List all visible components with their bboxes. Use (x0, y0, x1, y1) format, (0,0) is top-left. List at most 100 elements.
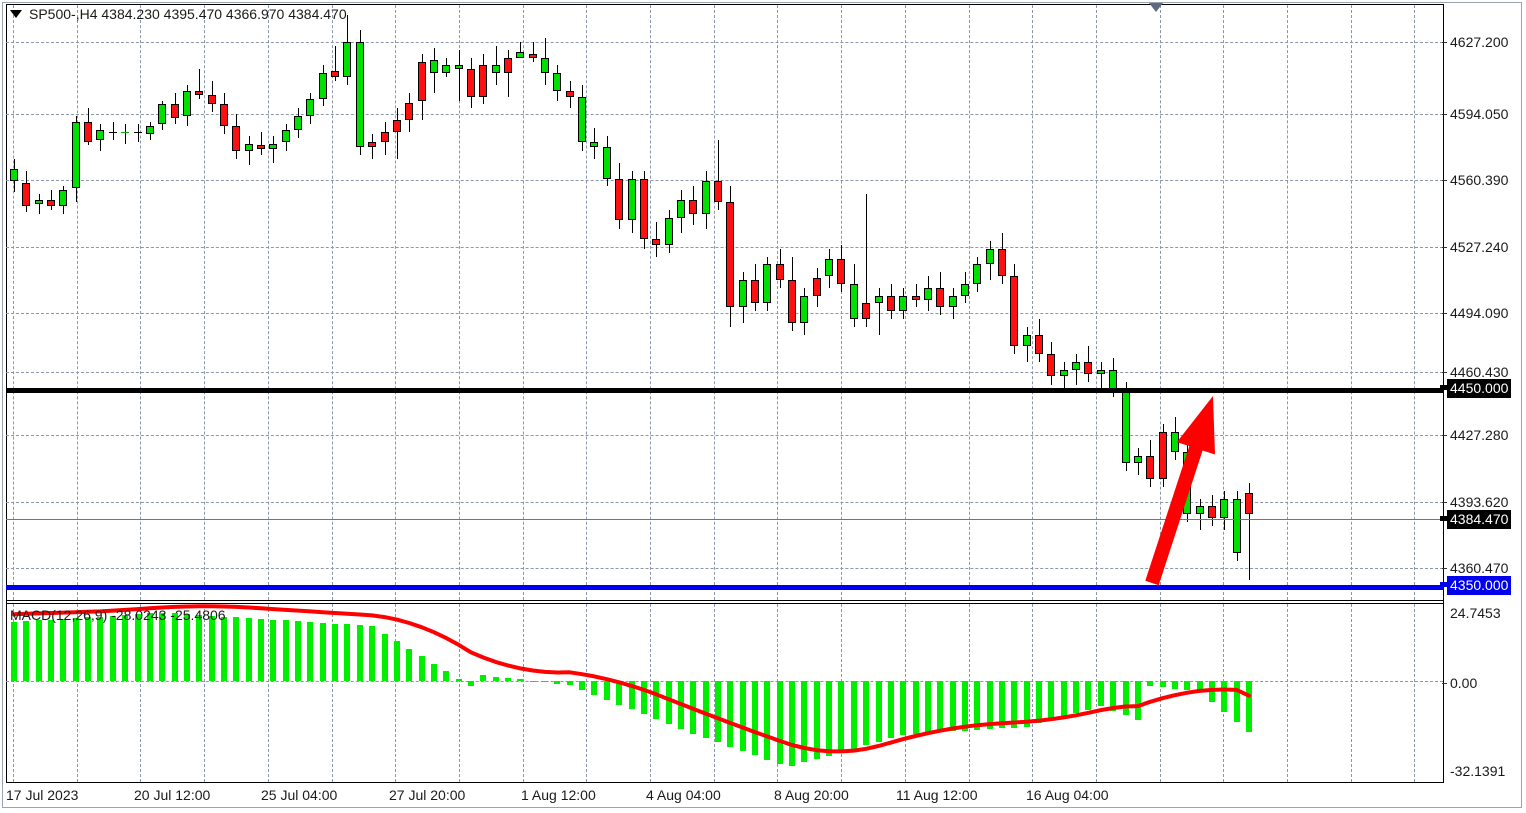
candle-body (84, 122, 92, 142)
time-gridline (1160, 604, 1161, 782)
level-line-resistance[interactable] (6, 388, 1443, 393)
candle-body (430, 59, 438, 74)
candle-body (1183, 451, 1191, 515)
price-gridline (6, 114, 1443, 115)
candle-body (294, 116, 302, 130)
candle-body (331, 71, 339, 78)
macd-histogram-bar (48, 619, 54, 682)
macd-histogram-bar (184, 614, 190, 682)
macd-histogram-bar (357, 625, 363, 682)
candle-body (689, 200, 697, 214)
macd-histogram-bar (653, 681, 659, 720)
time-gridline (140, 604, 141, 782)
candle-body (776, 264, 784, 281)
price-scale-label: 4384.470 (1447, 510, 1512, 529)
candle-body (257, 145, 265, 150)
macd-histogram-bar (826, 681, 832, 756)
candle-body (1146, 455, 1154, 480)
candle-wick (39, 194, 40, 214)
candle-body (442, 65, 450, 74)
macd-histogram-bar (36, 620, 42, 682)
candle-body (677, 200, 685, 218)
time-gridline (204, 5, 205, 600)
macd-scale[interactable]: 24.7453 0.00 -32.1391 (1442, 604, 1524, 782)
macd-histogram-bar (777, 681, 783, 765)
macd-histogram-bar (1246, 681, 1252, 733)
candle-wick (533, 42, 534, 62)
macd-histogram-bar (23, 621, 29, 682)
candle-body (306, 98, 314, 117)
macd-histogram-bar (1024, 681, 1030, 727)
macd-histogram-bar (97, 616, 103, 682)
price-tag-nub (1440, 385, 1447, 390)
price-gridline (6, 247, 1443, 248)
level-line-last-price[interactable] (6, 519, 1443, 520)
level-line-support[interactable] (6, 585, 1443, 590)
candle-body (72, 122, 80, 189)
macd-histogram-bar (764, 681, 770, 760)
price-scale-tick (1442, 568, 1447, 569)
candle-body (319, 73, 327, 99)
macd-histogram-bar (554, 681, 560, 684)
macd-histogram-bar (307, 621, 313, 682)
price-scale-tick (1442, 313, 1447, 314)
macd-histogram-bar (530, 680, 536, 682)
macd-histogram-bar (1172, 681, 1178, 689)
macd-pane[interactable] (6, 604, 1443, 782)
price-tag-nub (1440, 582, 1447, 587)
candle-body (788, 280, 796, 323)
candle-body (973, 264, 981, 284)
candle-wick (718, 139, 719, 210)
macd-histogram-bar (876, 681, 882, 742)
time-gridline (395, 604, 396, 782)
macd-histogram-bar (987, 681, 993, 730)
candle-body (381, 131, 389, 142)
time-gridline (1351, 5, 1352, 600)
candle-body (1196, 506, 1204, 515)
macd-scale-label: 24.7453 (1450, 605, 1501, 621)
macd-histogram-bar (579, 681, 585, 691)
candle-body (961, 283, 969, 296)
macd-histogram-bar (493, 676, 499, 682)
time-gridline (650, 5, 651, 600)
candle-body (862, 303, 870, 320)
macd-histogram-bar (838, 681, 844, 753)
macd-histogram-bar (344, 624, 350, 682)
candle-body (899, 295, 907, 312)
price-pane[interactable] (6, 5, 1443, 600)
price-scale-tick (1442, 247, 1447, 248)
macd-histogram-bar (752, 681, 758, 756)
macd-histogram-bar (369, 626, 375, 682)
price-scale[interactable]: 4627.200 4594.050 4560.390 4527.240 4494.090… (1440, 5, 1524, 600)
candle-body (615, 178, 623, 220)
macd-histogram-bar (221, 616, 227, 682)
candle-wick (1064, 362, 1065, 390)
macd-histogram-bar (999, 681, 1005, 729)
price-axis-vertical-line (1443, 4, 1444, 783)
candle-doji (121, 132, 129, 133)
candle-body (800, 295, 808, 323)
candle-body (1109, 369, 1117, 390)
time-axis-label: 20 Jul 12:00 (134, 787, 211, 803)
pane-separator-bottom (6, 782, 1443, 783)
candle-wick (125, 124, 126, 144)
time-gridline (1032, 604, 1033, 782)
time-gridline (1096, 5, 1097, 600)
time-gridline (268, 604, 269, 782)
triangle-down-icon[interactable] (10, 10, 22, 18)
candle-body (652, 239, 660, 245)
pane-separator-mid-b (6, 603, 1443, 604)
macd-histogram-bar (1011, 681, 1017, 728)
price-scale-tick (1442, 372, 1447, 373)
time-axis[interactable]: 17 Jul 2023 20 Jul 12:00 25 Jul 04:00 27 Ju… (6, 786, 1443, 808)
candle-body (936, 287, 944, 308)
macd-histogram-bar (85, 617, 91, 682)
candle-body (702, 180, 710, 214)
macd-histogram-bar (814, 681, 820, 760)
macd-histogram-bar (913, 681, 919, 734)
candle-body (146, 125, 154, 134)
price-gridline (6, 313, 1443, 314)
macd-histogram-bar (147, 613, 153, 682)
macd-scale-tick (1442, 683, 1447, 684)
